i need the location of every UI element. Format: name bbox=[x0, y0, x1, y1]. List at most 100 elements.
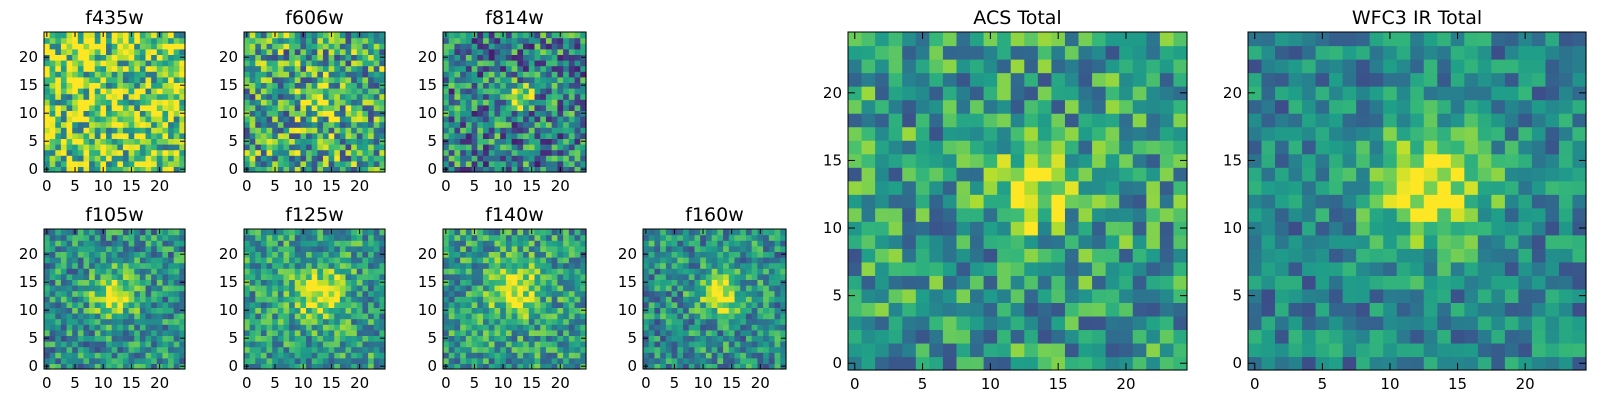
heatmap-cell bbox=[768, 229, 776, 236]
heatmap-cell bbox=[356, 346, 364, 353]
heatmap-cell bbox=[60, 71, 68, 78]
heatmap-cell bbox=[66, 43, 73, 50]
heatmap-cell bbox=[334, 76, 341, 83]
heatmap-cell bbox=[106, 273, 113, 280]
heatmap-cell bbox=[72, 43, 79, 50]
heatmap-cell bbox=[970, 180, 985, 195]
heatmap-cell bbox=[49, 290, 56, 297]
heatmap-cell bbox=[294, 37, 301, 44]
heatmap-cell bbox=[55, 240, 62, 247]
heatmap-cell bbox=[465, 82, 473, 89]
heatmap-cell bbox=[494, 313, 501, 320]
heatmap-cell bbox=[111, 82, 118, 89]
heatmap-cell bbox=[266, 357, 273, 364]
heatmap-cell bbox=[443, 352, 450, 359]
heatmap-cell bbox=[902, 194, 917, 209]
heatmap-cell bbox=[255, 329, 262, 336]
heatmap-cell bbox=[477, 285, 484, 292]
heatmap-cell bbox=[72, 54, 79, 61]
heatmap-cell bbox=[929, 234, 944, 249]
x-tick-label: 10 bbox=[494, 177, 513, 195]
heatmap-cell bbox=[902, 329, 917, 344]
heatmap-cell bbox=[351, 48, 358, 55]
heatmap-cell bbox=[551, 110, 558, 117]
heatmap-cell bbox=[700, 296, 707, 303]
heatmap-cell bbox=[1037, 356, 1052, 371]
heatmap-cell bbox=[122, 43, 130, 50]
heatmap-cell bbox=[179, 329, 186, 336]
heatmap-cell bbox=[574, 245, 581, 252]
heatmap-cell bbox=[728, 279, 736, 286]
heatmap-cell bbox=[500, 132, 507, 139]
heatmap-cell bbox=[574, 251, 581, 258]
heatmap-cell bbox=[956, 275, 971, 290]
heatmap-cell bbox=[1024, 248, 1039, 263]
heatmap-cell bbox=[244, 234, 251, 241]
heatmap-cell bbox=[83, 240, 90, 247]
heatmap-cell bbox=[162, 160, 169, 167]
heatmap-cell bbox=[49, 144, 56, 151]
heatmap-cell bbox=[117, 352, 124, 359]
heatmap-cell bbox=[511, 32, 518, 39]
heatmap-cell bbox=[443, 313, 450, 320]
heatmap-cell bbox=[723, 245, 730, 252]
heatmap-cell bbox=[471, 71, 478, 78]
heatmap-cell bbox=[648, 296, 656, 303]
heatmap-cell bbox=[970, 288, 985, 303]
heatmap-cell bbox=[311, 262, 318, 269]
heatmap-cell bbox=[277, 257, 285, 264]
heatmap-cell bbox=[345, 155, 352, 162]
heatmap-cell bbox=[362, 229, 369, 236]
heatmap-cell bbox=[734, 329, 741, 336]
y-tick-label: 10 bbox=[219, 301, 238, 319]
heatmap-cell bbox=[454, 60, 461, 67]
heatmap-cell bbox=[460, 363, 467, 370]
heatmap-cell bbox=[568, 318, 576, 325]
heatmap-cell bbox=[1146, 329, 1161, 344]
heatmap-cell bbox=[311, 279, 318, 286]
heatmap-cell bbox=[179, 313, 186, 320]
heatmap-cell bbox=[471, 262, 478, 269]
heatmap-cell bbox=[443, 357, 450, 364]
heatmap-cell bbox=[768, 296, 776, 303]
heatmap-cell bbox=[956, 342, 971, 358]
heatmap-cell bbox=[168, 110, 175, 117]
heatmap-cell bbox=[929, 275, 944, 290]
heatmap-cell bbox=[902, 288, 917, 303]
heatmap-cell bbox=[745, 318, 753, 325]
heatmap-cell bbox=[1024, 288, 1039, 303]
heatmap-cell bbox=[322, 43, 330, 50]
heatmap-cell bbox=[60, 132, 68, 139]
heatmap-cell bbox=[300, 43, 307, 50]
heatmap-cell bbox=[151, 234, 158, 241]
heatmap-cell bbox=[997, 207, 1012, 222]
heatmap-cell bbox=[970, 302, 985, 317]
heatmap-cell bbox=[448, 341, 456, 348]
heatmap-cell bbox=[49, 88, 56, 95]
heatmap-cell bbox=[134, 341, 141, 348]
heatmap-cell bbox=[255, 341, 262, 348]
heatmap-cell bbox=[494, 121, 501, 128]
heatmap-cell bbox=[757, 296, 764, 303]
heatmap-cell bbox=[500, 93, 507, 100]
heatmap-cell bbox=[705, 251, 713, 258]
heatmap-cell bbox=[774, 307, 781, 314]
heatmap-cell bbox=[368, 132, 375, 139]
heatmap-cell bbox=[139, 290, 147, 297]
heatmap-cell bbox=[528, 60, 536, 67]
heatmap-cell bbox=[534, 160, 541, 167]
heatmap-cell bbox=[272, 144, 279, 151]
axes-frame bbox=[642, 228, 787, 370]
heatmap-cell bbox=[351, 149, 358, 156]
heatmap-cell bbox=[688, 313, 696, 320]
heatmap-cell bbox=[173, 251, 180, 258]
heatmap-cell bbox=[528, 357, 536, 364]
heatmap-cell bbox=[249, 65, 256, 72]
heatmap-cell bbox=[574, 93, 581, 100]
heatmap-cell bbox=[134, 352, 141, 359]
heatmap-cell bbox=[745, 296, 753, 303]
heatmap-cell bbox=[255, 160, 262, 167]
heatmap-cell bbox=[477, 301, 484, 308]
heatmap-cell bbox=[1105, 221, 1120, 236]
heatmap-cell bbox=[1037, 275, 1052, 290]
